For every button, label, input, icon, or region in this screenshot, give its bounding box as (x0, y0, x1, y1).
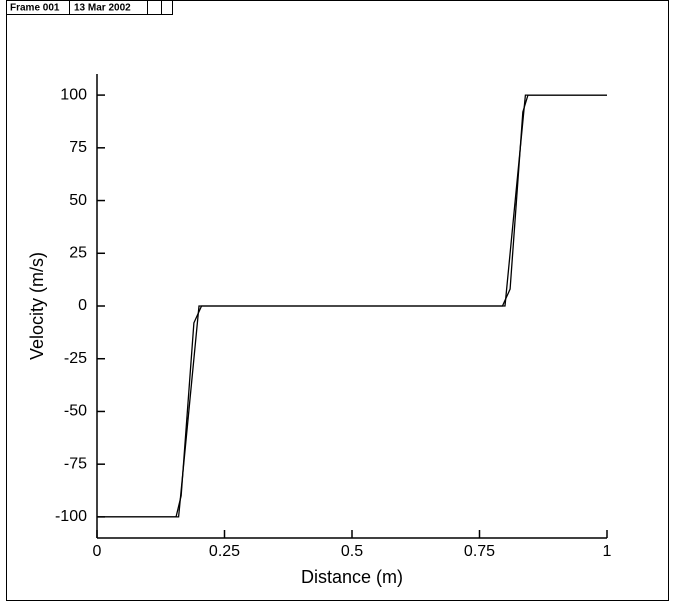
y-tick-label: 25 (69, 244, 87, 261)
y-tick-label: 50 (69, 192, 87, 209)
line (97, 94, 607, 518)
y-tick-label: -25 (64, 350, 87, 367)
frame-label: Frame 001 (10, 3, 60, 14)
y-tick-label: 100 (60, 86, 87, 103)
x-tick-label: 1 (603, 543, 612, 560)
x-tick-label: 0.75 (464, 543, 495, 560)
date-label: 13 Mar 2002 (74, 3, 131, 14)
header-box (6, 0, 173, 15)
frame-border (6, 0, 669, 601)
x-tick-label: 0 (93, 543, 102, 560)
y-tick-label: 75 (69, 139, 87, 156)
y-tick-label: -50 (64, 403, 87, 420)
y-axis-title: Velocity (m/s) (27, 252, 47, 360)
y-tick-label: 0 (78, 297, 87, 314)
x-tick-label: 0.25 (209, 543, 240, 560)
y-tick-label: -100 (55, 508, 87, 525)
y-tick-label: -75 (64, 455, 87, 472)
x-tick-label: 0.5 (341, 543, 363, 560)
x-axis-title: Distance (m) (301, 567, 403, 587)
